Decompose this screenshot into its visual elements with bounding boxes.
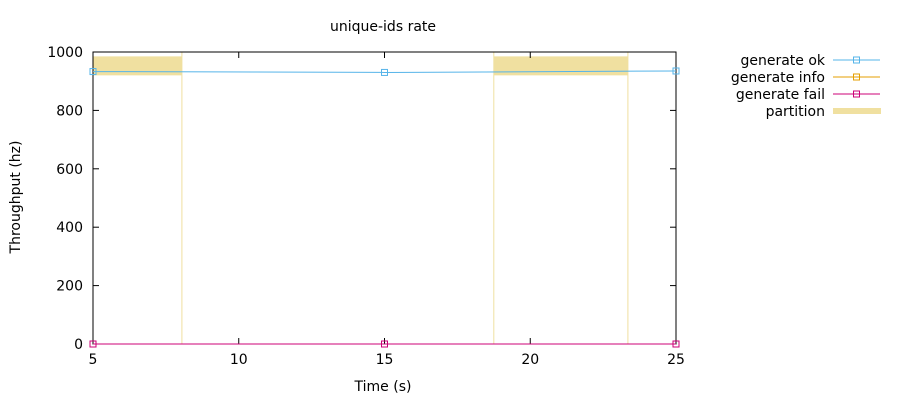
partition-band-0 <box>93 56 182 76</box>
x-tick-label: 20 <box>521 352 539 368</box>
legend-marker <box>853 90 860 98</box>
y-tick-label: 800 <box>56 103 83 119</box>
legend-marker <box>853 56 860 64</box>
data-point <box>89 68 97 76</box>
plot-frame <box>92 51 677 345</box>
legend-marker <box>853 73 860 81</box>
legend-label: generate info <box>731 70 825 86</box>
x-tick-label: 15 <box>376 352 394 368</box>
y-tick-label: 600 <box>56 162 83 178</box>
y-axis-label: Throughput (hz) <box>8 141 24 255</box>
series-line-0 <box>92 70 677 73</box>
chart-title: unique-ids rate <box>330 19 436 35</box>
axes: 5 10 15 20 25 0 200 400 600 800 1000 <box>47 45 685 368</box>
y-tick-label: 0 <box>74 337 83 353</box>
legend-label: generate fail <box>736 87 825 103</box>
data-point <box>672 340 680 348</box>
partition-band-1 <box>493 56 628 76</box>
data-point <box>672 67 680 75</box>
y-tick-label: 400 <box>56 220 83 236</box>
legend-label: partition <box>766 104 825 120</box>
x-axis-label: Time (s) <box>354 379 412 395</box>
data-point <box>381 68 388 76</box>
x-tick-label: 25 <box>667 352 685 368</box>
data-point <box>89 340 97 348</box>
x-tick-label: 5 <box>89 352 98 368</box>
series-layer <box>89 67 680 348</box>
y-tick-label: 200 <box>56 279 83 295</box>
legend-band <box>833 108 881 114</box>
partition-bands <box>92 52 629 344</box>
x-tick-label: 10 <box>230 352 248 368</box>
y-tick-label: 1000 <box>47 45 83 61</box>
data-point <box>381 340 388 348</box>
legend-label: generate ok <box>740 53 825 69</box>
